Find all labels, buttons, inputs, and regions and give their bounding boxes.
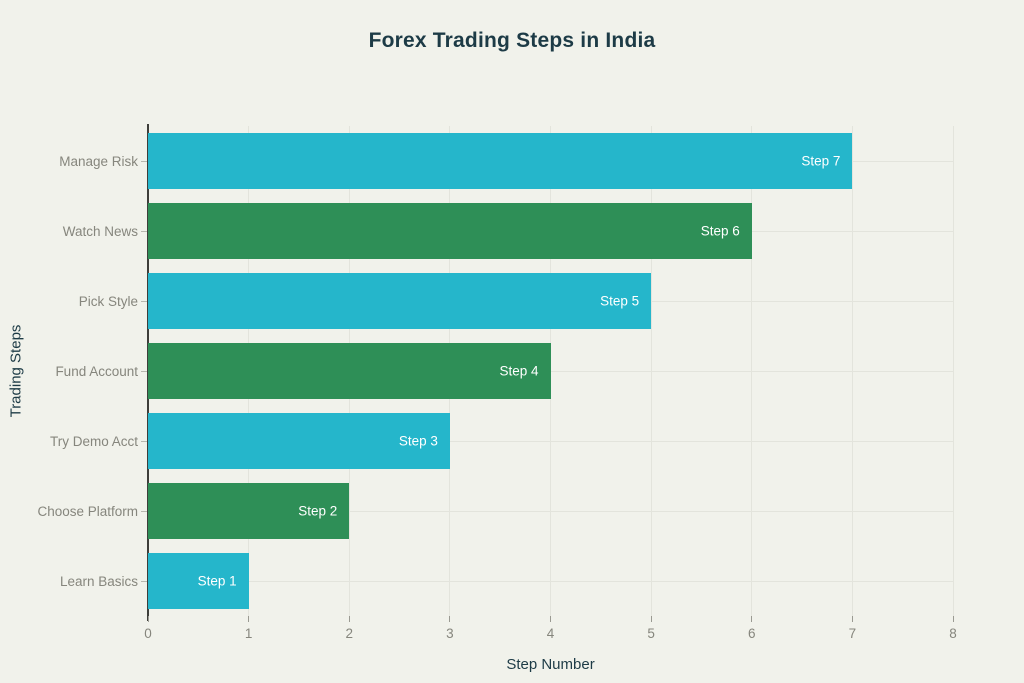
bar-value-label: Step 4 — [499, 363, 539, 379]
bar-value-label: Step 7 — [801, 153, 841, 169]
bar-value-label: Step 6 — [700, 223, 740, 239]
x-tick-mark — [449, 616, 451, 622]
bar-value-label: Step 1 — [197, 573, 237, 589]
x-axis-title: Step Number — [506, 656, 595, 673]
bar-watch-news: Step 6 — [148, 203, 752, 259]
plot-area: Step 7 Step 6 Step 5 Step 4 Step 3 Step 2 Step… — [141, 124, 957, 641]
category-label-manage-risk: Manage Risk — [59, 153, 138, 169]
y-tick-mark — [141, 440, 147, 442]
category-label-try-demo-acct: Try Demo Acct — [49, 433, 138, 449]
x-tick-label: 8 — [949, 626, 957, 641]
x-tick-label: 5 — [647, 626, 655, 641]
bar-fund-account: Step 4 — [148, 343, 551, 399]
category-label-learn-basics: Learn Basics — [59, 573, 138, 589]
bar-manage-risk: Step 7 — [148, 133, 853, 189]
gridline-vertical — [650, 126, 652, 620]
gridline-vertical — [751, 126, 753, 620]
y-tick-mark — [141, 230, 147, 232]
x-tick-mark — [147, 616, 149, 622]
gridline-horizontal — [148, 580, 953, 582]
category-label-fund-account: Fund Account — [55, 363, 138, 379]
category-label-watch-news: Watch News — [62, 223, 138, 239]
gridline-horizontal — [148, 440, 953, 442]
x-tick-mark — [550, 616, 551, 622]
bar-value-label: Step 5 — [600, 293, 640, 309]
x-tick-label: 3 — [446, 626, 454, 641]
chart-title: Forex Trading Steps in India — [368, 29, 656, 52]
x-tick-mark — [952, 616, 954, 622]
gridline-vertical — [550, 126, 551, 620]
x-tick-label: 1 — [244, 626, 253, 641]
gridline-vertical — [851, 126, 853, 620]
y-tick-mark — [141, 370, 147, 372]
bar-choose-platform: Step 2 — [148, 483, 350, 539]
x-tick-label: 6 — [747, 626, 756, 641]
x-tick-mark — [650, 616, 652, 622]
bar-try-demo-acct: Step 3 — [148, 413, 450, 469]
bar-value-label: Step 2 — [298, 503, 338, 519]
y-tick-mark — [141, 300, 147, 302]
bar-value-label: Step 3 — [398, 433, 438, 449]
category-label-choose-platform: Choose Platform — [37, 503, 138, 519]
bar-pick-style: Step 5 — [148, 273, 652, 329]
gridline-horizontal — [148, 370, 953, 372]
x-tick-mark — [348, 616, 350, 622]
x-tick-label: 0 — [144, 626, 152, 641]
gridline-horizontal — [148, 510, 953, 512]
x-tick-mark — [851, 616, 853, 622]
gridline-vertical — [952, 126, 954, 620]
x-tick-mark — [751, 616, 753, 622]
x-tick-label: 2 — [345, 626, 353, 641]
x-tick-label: 7 — [848, 626, 857, 641]
bar-learn-basics: Step 1 — [148, 553, 249, 609]
category-axis-labels: Manage Risk Watch News Pick Style Fund Acco… — [0, 126, 138, 616]
y-tick-mark — [141, 510, 147, 512]
y-tick-mark — [141, 160, 147, 162]
x-tick-mark — [248, 616, 250, 622]
x-tick-label: 4 — [546, 626, 555, 641]
y-axis-title: Trading Steps — [7, 324, 25, 418]
category-label-pick-style: Pick Style — [78, 293, 138, 309]
y-tick-mark — [141, 580, 147, 582]
